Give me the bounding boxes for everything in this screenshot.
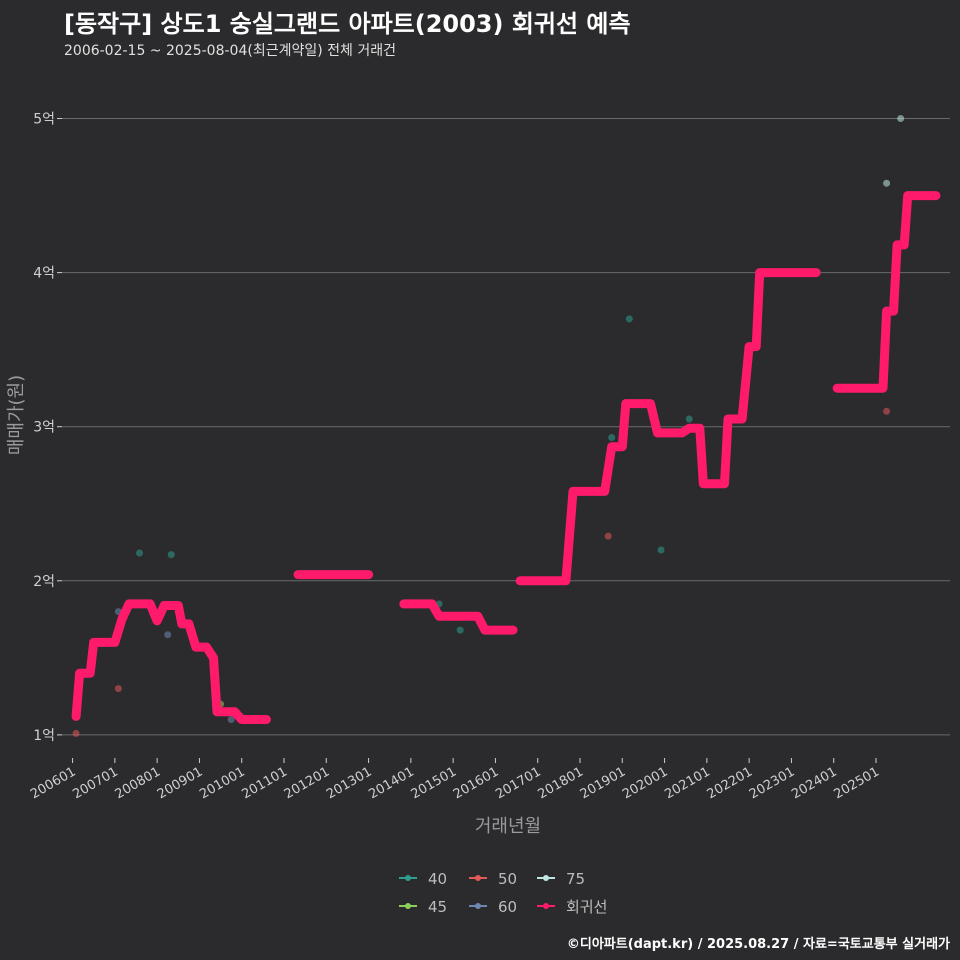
x-tick-label: 201101 bbox=[240, 764, 290, 802]
x-tick-label: 201701 bbox=[493, 764, 543, 802]
scatter-point-40 bbox=[456, 626, 464, 634]
x-tick-label: 201201 bbox=[282, 764, 332, 802]
legend-key-dot bbox=[475, 875, 481, 881]
scatter-point-50 bbox=[114, 685, 122, 693]
x-tick-label: 201301 bbox=[324, 764, 374, 802]
x-tick-label: 202101 bbox=[662, 764, 712, 802]
legend-label: 45 bbox=[428, 898, 447, 916]
legend-key-dot bbox=[475, 903, 481, 909]
scatter-point-40 bbox=[657, 546, 665, 554]
y-tick-label: 3억 bbox=[33, 420, 55, 436]
legend-label: 회귀선 bbox=[566, 898, 607, 916]
x-tick-label: 201401 bbox=[366, 764, 416, 802]
x-tick-label: 200901 bbox=[155, 764, 205, 802]
y-tick-label: 2억 bbox=[33, 574, 55, 590]
scatter-point-60 bbox=[164, 631, 172, 639]
scatter-point-75 bbox=[897, 115, 905, 123]
regression-line-segment bbox=[399, 599, 518, 635]
chart-title: [동작구] 상도1 숭실그랜드 아파트(2003) 회귀선 예측 bbox=[64, 10, 631, 38]
legend-key-dot bbox=[543, 903, 549, 909]
x-tick-label: 202201 bbox=[705, 764, 755, 802]
source-caption: ©디아파트(dapt.kr) / 2025.08.27 / 자료=국토교통부 실… bbox=[566, 937, 950, 952]
y-tick-label: 5억 bbox=[33, 112, 55, 128]
legend-label: 60 bbox=[498, 898, 517, 916]
scatter-point-40 bbox=[685, 415, 693, 423]
legend-key-dot bbox=[405, 875, 411, 881]
scatter-point-40 bbox=[608, 433, 616, 441]
scatter-point-50 bbox=[883, 407, 891, 415]
regression-lines bbox=[71, 191, 941, 724]
x-tick-label: 202401 bbox=[789, 764, 839, 802]
regression-line-segment bbox=[832, 191, 941, 393]
regression-line-segment bbox=[71, 599, 271, 724]
x-tick-label: 201001 bbox=[197, 764, 247, 802]
y-axis-title: 매매가(원) bbox=[6, 375, 27, 455]
x-tick-label: 201501 bbox=[409, 764, 459, 802]
x-tick-label: 201901 bbox=[578, 764, 628, 802]
legend-label: 40 bbox=[428, 870, 447, 888]
scatter-point-40 bbox=[167, 551, 175, 559]
regression-line-segment bbox=[515, 268, 821, 586]
scatter-point-40 bbox=[625, 315, 633, 323]
y-tick-label: 1억 bbox=[33, 728, 55, 744]
legend: 40 50 75 45 60 회귀선 bbox=[399, 870, 607, 916]
y-tick-label: 4억 bbox=[33, 266, 55, 282]
x-tick-label: 202001 bbox=[620, 764, 670, 802]
scatter-point-50 bbox=[604, 532, 612, 540]
x-tick-label: 201801 bbox=[536, 764, 586, 802]
x-tick-label: 200801 bbox=[113, 764, 163, 802]
x-tick-label: 200601 bbox=[28, 764, 78, 802]
x-tick-label: 202301 bbox=[747, 764, 797, 802]
legend-label: 75 bbox=[566, 870, 585, 888]
x-tick-label: 201601 bbox=[451, 764, 501, 802]
x-tick-label: 200701 bbox=[70, 764, 120, 802]
scatter-point-60 bbox=[227, 715, 235, 723]
scatter-point-75 bbox=[883, 179, 891, 187]
chart-subtitle: 2006-02-15 ~ 2025-08-04(최근계약일) 전체 거래건 bbox=[64, 43, 396, 59]
scatter-point-50 bbox=[72, 729, 80, 737]
y-axis-ticks: 1억 2억 3억 4억 5억 bbox=[33, 112, 62, 744]
scatter-point-40 bbox=[136, 549, 144, 557]
x-axis-title: 거래년월 bbox=[475, 816, 541, 837]
legend-label: 50 bbox=[498, 870, 517, 888]
legend-key-dot bbox=[405, 903, 411, 909]
x-axis-ticks: 2006012007012008012009012010012011012012… bbox=[28, 758, 882, 802]
x-tick-label: 202501 bbox=[832, 764, 882, 802]
legend-key-dot bbox=[543, 875, 549, 881]
